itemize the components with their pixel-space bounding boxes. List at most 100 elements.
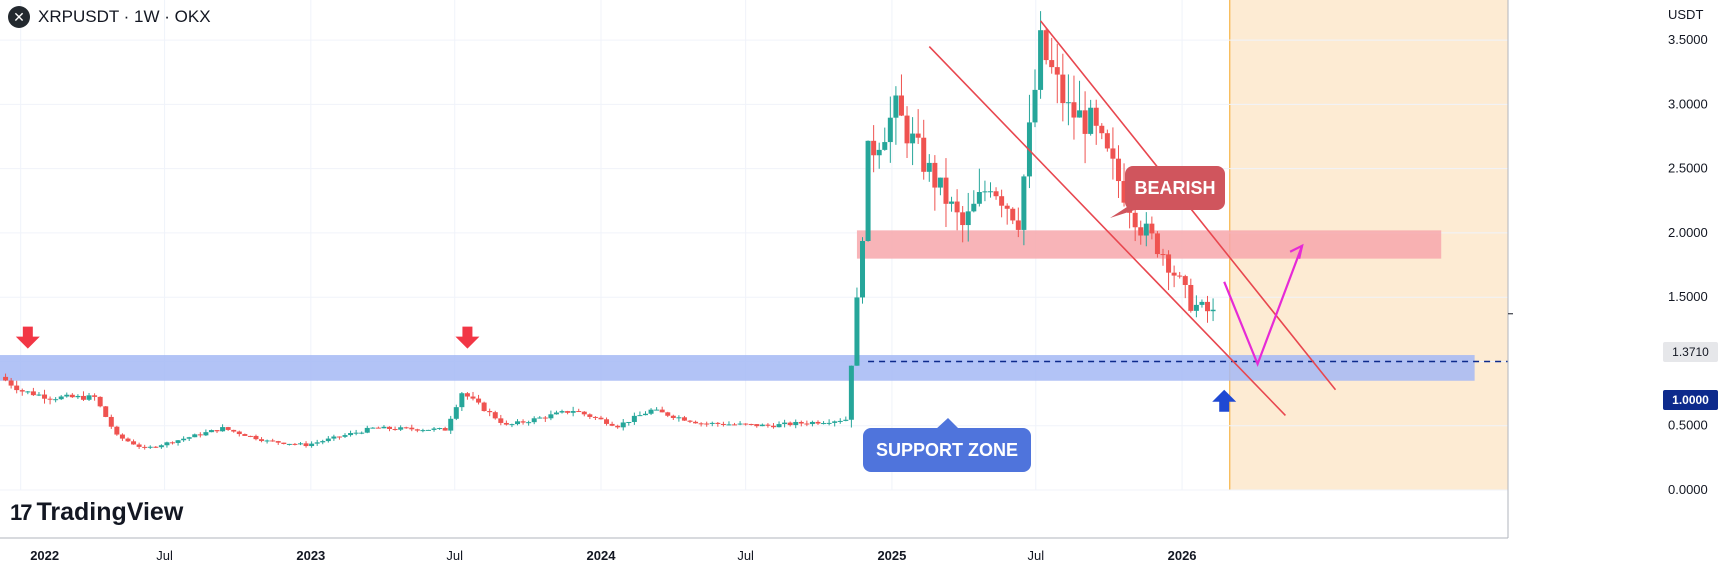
candle-body [509, 424, 515, 426]
candle-body [659, 409, 665, 413]
symbol-header[interactable]: ✕ XRPUSDT · 1W · OKX [8, 6, 211, 28]
candle-body [999, 196, 1005, 206]
candle-body [531, 418, 537, 423]
candle-body [25, 391, 31, 393]
candle-body [648, 409, 654, 414]
candle-body [69, 394, 75, 398]
candle-body [1160, 254, 1166, 256]
candle-body [976, 192, 982, 204]
candle-body [960, 212, 966, 226]
candle-body [526, 422, 532, 424]
candle-body [381, 426, 387, 429]
candle-body [748, 423, 754, 425]
price-tick-label: 0.0000 [1668, 482, 1708, 497]
candle-body [576, 411, 582, 413]
time-axis-label: Jul [156, 548, 173, 563]
candle-body [492, 412, 498, 419]
candle-body [720, 423, 726, 425]
candle-body [314, 442, 320, 444]
time-axis-label: 2023 [296, 548, 325, 563]
candle-body [1015, 220, 1021, 230]
tradingview-brand-name: TradingView [36, 498, 184, 526]
candle-body [1093, 107, 1099, 126]
candle-body [715, 422, 721, 424]
price-tick-label: 3.0000 [1668, 96, 1708, 111]
candle-body [548, 414, 554, 419]
candle-body [487, 411, 493, 413]
candle-body [197, 434, 203, 436]
candle-body [1071, 102, 1077, 118]
candle-body [698, 423, 704, 425]
symbol-label: XRPUSDT · 1W · OKX [38, 7, 211, 26]
candle-body [826, 422, 832, 424]
candle-body [1138, 227, 1144, 236]
candle-body [325, 438, 331, 442]
candle-body [42, 394, 48, 399]
candle-body [626, 421, 632, 423]
candle-body [821, 423, 827, 425]
candle-body [982, 191, 988, 193]
candle-body [581, 411, 587, 415]
candle-body [676, 417, 682, 419]
candle-body [442, 428, 448, 431]
candle-body [186, 437, 192, 439]
tradingview-logo-icon: 17 [10, 499, 33, 525]
candle-body [181, 438, 187, 441]
support-zone [0, 355, 1475, 381]
candle-body [119, 434, 125, 439]
candle-body [854, 297, 860, 366]
candle-body [309, 443, 315, 447]
candle-body [103, 406, 109, 417]
up-arrow-marker-icon [1212, 389, 1237, 412]
candle-body [787, 422, 793, 426]
candle-body [387, 426, 393, 430]
candle-body [220, 427, 226, 432]
candle-body [876, 149, 882, 156]
support-zone-callout: SUPPORT ZONE [863, 428, 1031, 472]
candle-body [1121, 181, 1127, 203]
candle-body [693, 421, 699, 424]
candle-body [1054, 67, 1060, 75]
candle-body [681, 417, 687, 421]
candle-body [865, 140, 871, 242]
candle-body [1077, 110, 1083, 118]
candle-body [943, 177, 949, 204]
currency-unit-button[interactable]: USDT [1668, 7, 1704, 22]
candle-body [292, 443, 298, 445]
candle-body [1038, 30, 1044, 90]
candle-body [587, 414, 593, 417]
candle-body [448, 418, 454, 431]
candle-body [1088, 107, 1094, 134]
candle-body [1154, 233, 1160, 255]
time-axis-bg [0, 538, 1724, 576]
candle-body [670, 415, 676, 418]
channel-lower-line [928, 46, 1286, 417]
down-arrow-marker-icon [455, 326, 480, 349]
candle-body [125, 438, 131, 442]
candle-body [364, 427, 370, 433]
candle-body [409, 427, 415, 430]
price-tick-label: 3.5000 [1668, 32, 1708, 47]
candle-body [459, 393, 465, 408]
candle-body [242, 434, 248, 436]
tradingview-logo[interactable]: 17 TradingView [10, 498, 183, 527]
candle-body [709, 422, 715, 424]
candle-body [470, 396, 476, 399]
down-arrow-marker-icon [15, 326, 40, 349]
candle-body [848, 365, 854, 420]
candle-body [208, 430, 214, 433]
candle-body [520, 421, 526, 423]
candle-body [776, 424, 782, 428]
candle-body [353, 432, 359, 434]
price-tick-label: 2.5000 [1668, 161, 1708, 176]
candle-body [832, 421, 838, 423]
candle-body [815, 421, 821, 424]
candle-body [732, 424, 738, 426]
support-callout-pointer [935, 418, 960, 430]
candle-body [164, 442, 170, 446]
candle-body [965, 211, 971, 226]
candle-body [1021, 176, 1027, 230]
candle-body [1149, 223, 1155, 234]
candle-body [809, 421, 815, 425]
